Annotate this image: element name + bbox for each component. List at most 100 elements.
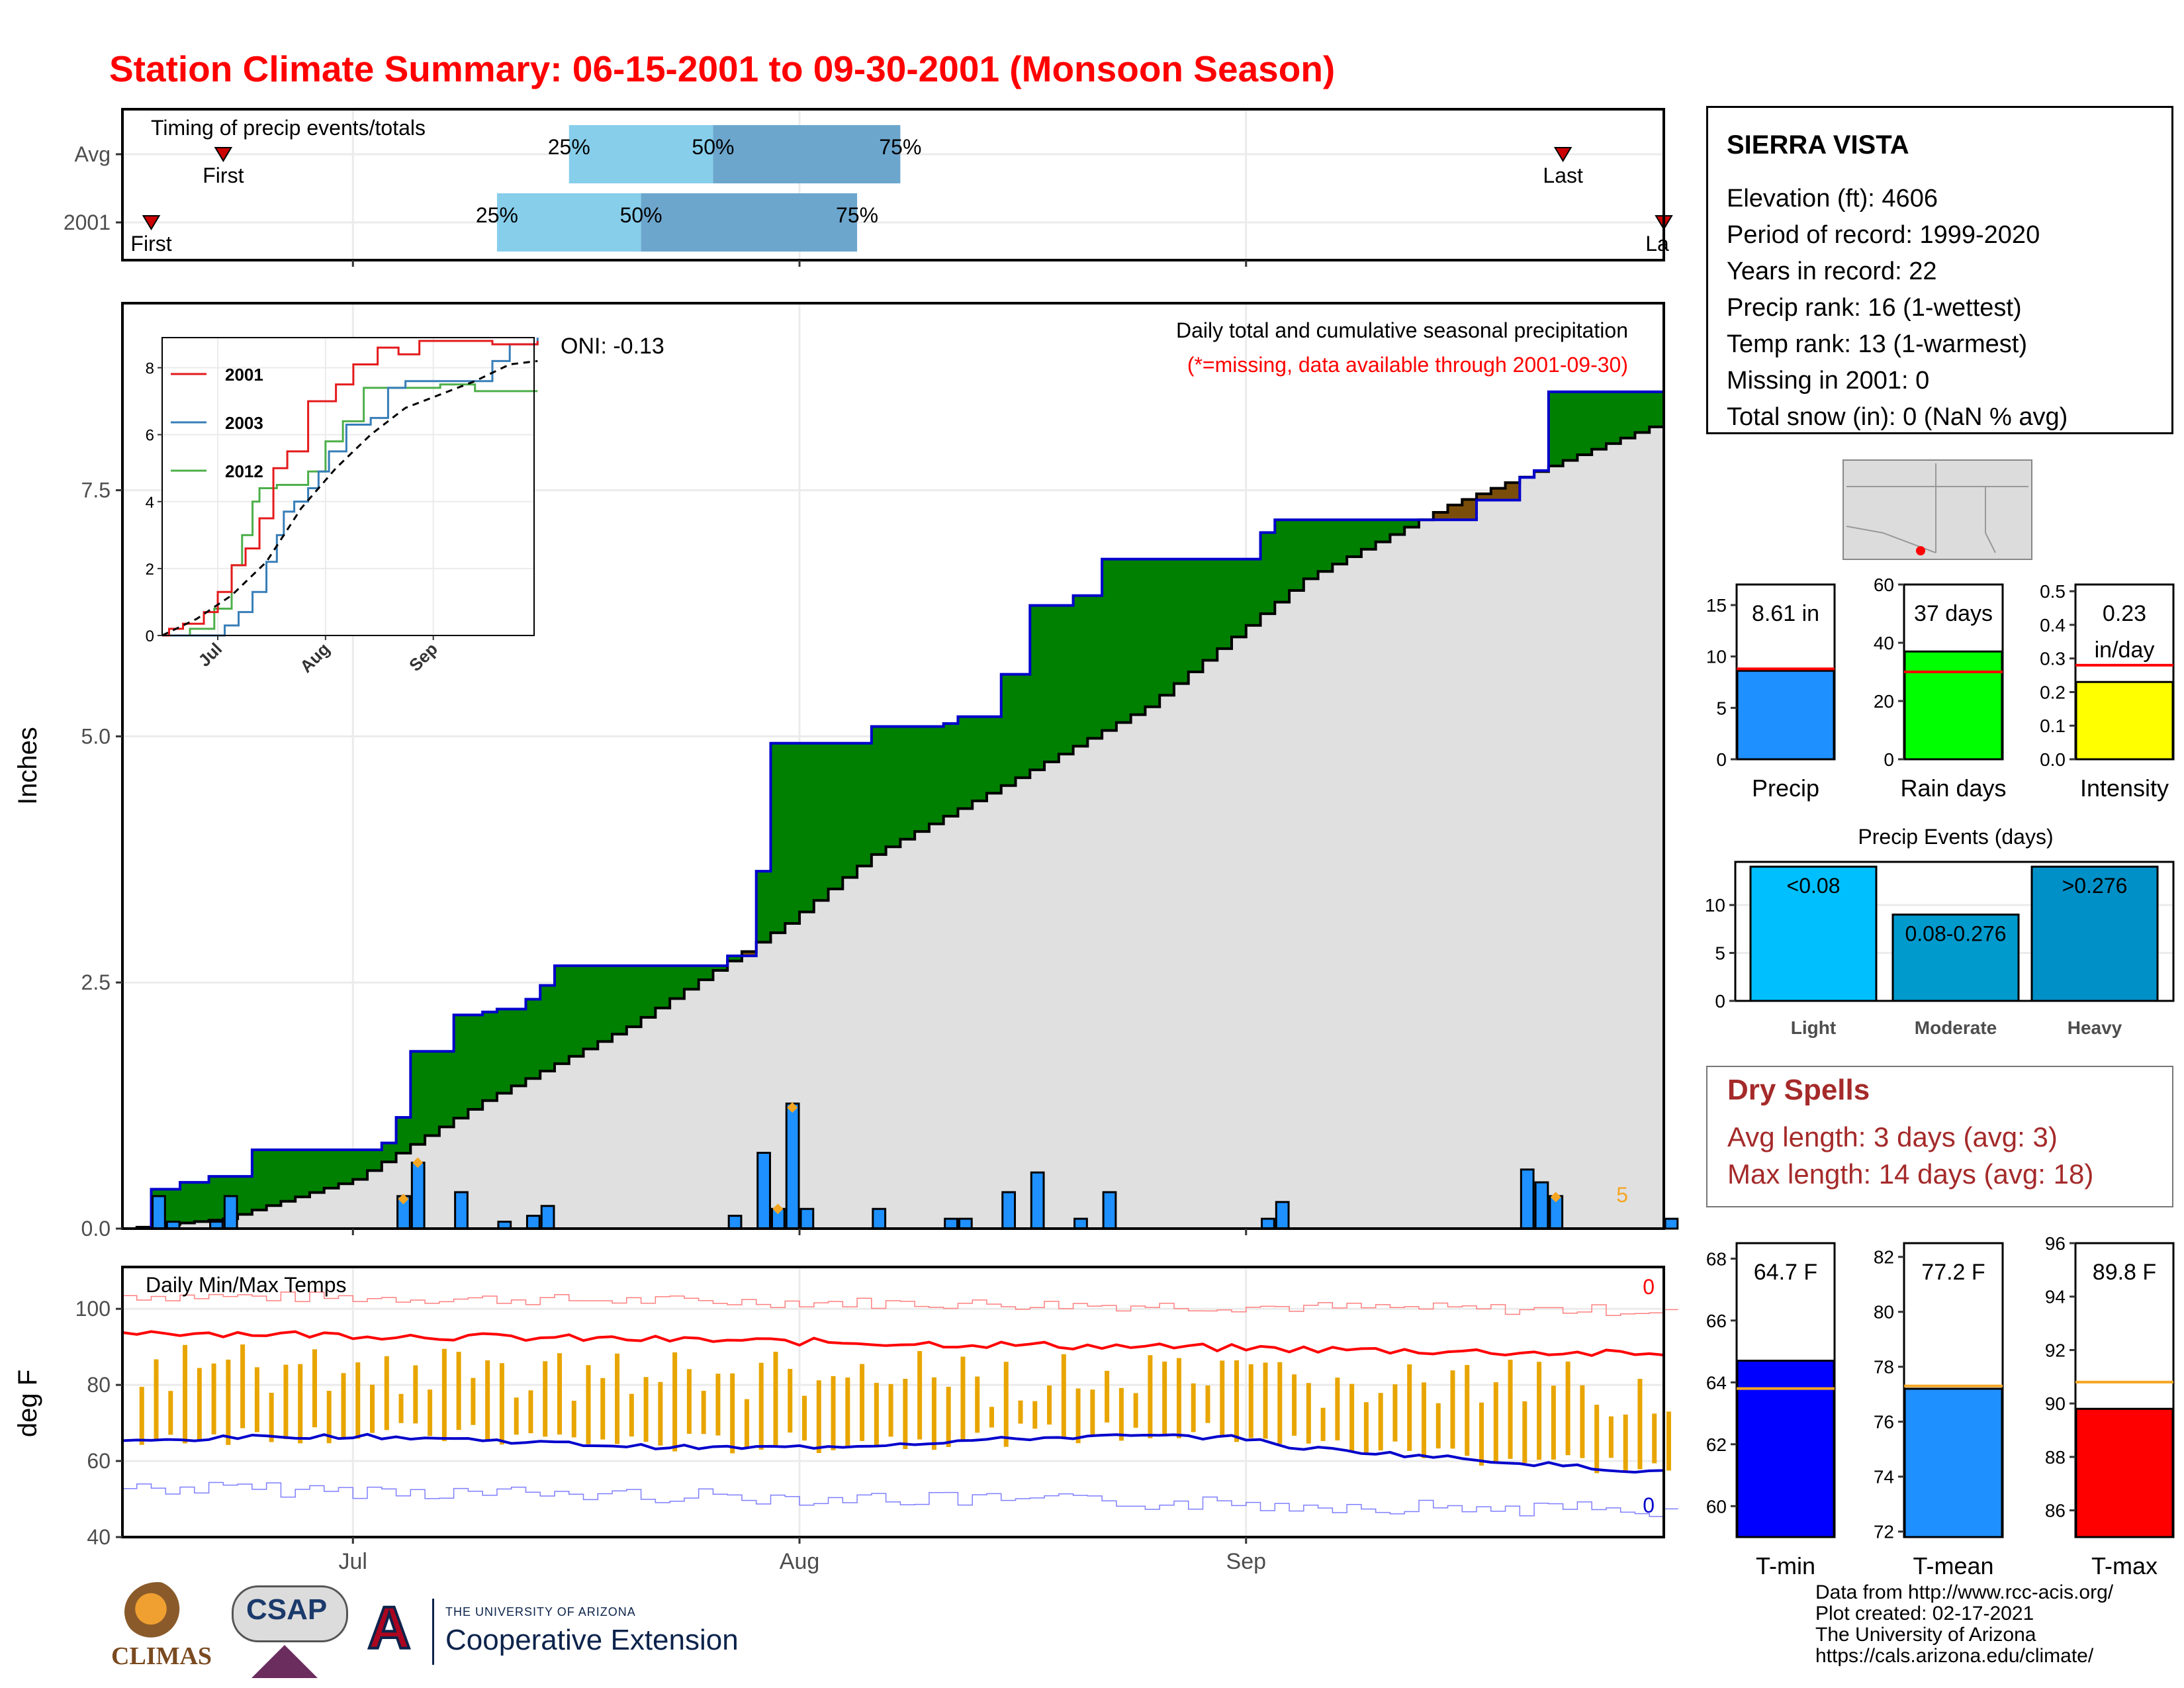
daily-precip-bar [525,1215,541,1230]
last-event-label: Last [1543,164,1583,187]
daily-temp-bar [528,1390,533,1434]
csap-logo: CSAP [232,1585,351,1685]
surplus-fill [338,1150,353,1184]
temp-panel-border [121,1266,1665,1538]
inset-legend-label: 2001 [225,365,263,385]
daily-temp-bar [326,1391,332,1444]
rain-days-y-tick-label: 60 [1874,575,1894,595]
event-category-label: Moderate [1915,1017,1997,1038]
tmax-axis-label: T-max [2091,1552,2158,1579]
daily-temp-bar [1292,1374,1297,1436]
tmin-bar [1736,1360,1835,1538]
dry-spells-max: Max length: 14 days (avg: 18) [1727,1158,2094,1190]
daily-temp-bar [441,1348,447,1442]
daily-precip-bar [727,1215,743,1230]
tmean-y-tick-label: 80 [1874,1302,1894,1323]
daily-temp-bar [1263,1362,1268,1439]
dry-spells-avg: Avg length: 3 days (avg: 3) [1727,1121,2058,1152]
surplus-fill [367,1150,383,1171]
daily-precip-bar [1275,1201,1290,1230]
surplus-fill [698,965,714,980]
surplus-fill [439,1051,455,1127]
daily-temp-bar [586,1365,591,1444]
intensity-y-tick-label: 0.3 [2040,649,2066,669]
ua-a-icon: A [367,1595,412,1662]
rain-days-value-label: 37 days [1914,601,1993,626]
daily-temp-bar [1277,1362,1283,1444]
station-line: Temp rank: 13 (1-warmest) [1727,330,2028,358]
daily-temp-bar [701,1391,706,1434]
daily-temp-bar [615,1353,620,1444]
surplus-fill [295,1150,310,1197]
surplus-fill [525,999,541,1079]
temp-x-tick-label: Jul [339,1549,367,1574]
timing-p50-label: 50% [692,135,734,159]
surplus-fill [1289,520,1304,591]
daily-temp-bar [1018,1400,1023,1424]
surplus-fill [266,1150,282,1206]
intensity-value-label: in/day [2095,637,2155,663]
main-y-tick-label: 7.5 [81,479,111,502]
surplus-fill [511,1009,527,1086]
inset-2003-line [162,338,539,637]
surplus-fill [381,1143,397,1162]
rain-days-y-tick-label: 0 [1884,749,1894,770]
surplus-fill [598,965,613,1042]
daily-temp-bar [384,1356,389,1430]
deficit-fill [741,951,757,957]
temp-y-tick-label: 100 [75,1297,111,1321]
daily-temp-bar [1133,1393,1138,1428]
daily-precip-bar [1520,1168,1535,1230]
surplus-fill [915,726,930,832]
daily-temp-bar [1047,1385,1052,1425]
tmax-y-tick-label: 94 [2045,1287,2066,1307]
events-title: Precip Events (days) [1858,825,2053,849]
temp-y-tick-label: 80 [87,1373,111,1397]
daily-precip-bar [223,1195,238,1230]
daily-temp-bar [730,1373,735,1454]
daily-temp-bar [744,1399,749,1448]
daily-temp-bar [1565,1361,1570,1456]
timing-p25-label: 25% [548,135,590,159]
timing-panel-border [121,108,1665,261]
surplus-fill [1102,559,1117,731]
temp-x-tick-label: Sep [1226,1549,1267,1574]
daily-temp-bar [139,1387,144,1445]
daily-temp-bar [1508,1360,1513,1459]
surplus-fill [1361,520,1377,549]
surplus-fill [1203,559,1218,661]
daily-temp-bar [1349,1383,1355,1453]
surplus-fill [238,1176,253,1215]
timing-p75-label: 75% [879,135,921,159]
surplus-fill [943,724,959,817]
surplus-fill [1160,559,1175,696]
daily-temp-bar [1003,1362,1009,1447]
event-category-label: Heavy [2068,1017,2122,1038]
timing-row-label: Avg [74,142,111,166]
daily-precip-bar [756,1151,771,1230]
events-panel-border [1734,861,2175,1002]
daily-precip-bar [1030,1171,1045,1230]
daily-temp-bar [312,1349,317,1428]
station-line: Precip rank: 16 (1-wettest) [1727,294,2022,322]
daily-precip-bar [799,1207,815,1230]
surplus-fill [1635,391,1650,433]
extreme-marker [398,1194,409,1205]
daily-precip-bar [1534,1181,1549,1230]
surplus-fill [727,956,743,961]
main-subtitle: (*=missing, data available through 2001-… [1187,353,1628,377]
daily-temp-bar [226,1359,231,1445]
events-y-tick-label: 10 [1705,895,1725,915]
daily-temp-bar [860,1364,865,1441]
inset-2001-line [162,340,539,637]
intensity-y-tick-label: 0.2 [2040,682,2066,702]
surplus-fill [612,965,627,1035]
rain-days-y-tick-label: 20 [1874,691,1894,712]
daily-temp-bar [254,1367,259,1432]
surplus-fill [583,965,598,1049]
surplus-fill [1606,391,1621,444]
inset-y-tick-label: 6 [146,427,154,445]
daily-temp-bar [1666,1411,1671,1471]
dry-spells-box: Dry Spells Avg length: 3 days (avg: 3) M… [1706,1066,2173,1207]
daily-temp-bar [931,1377,936,1450]
